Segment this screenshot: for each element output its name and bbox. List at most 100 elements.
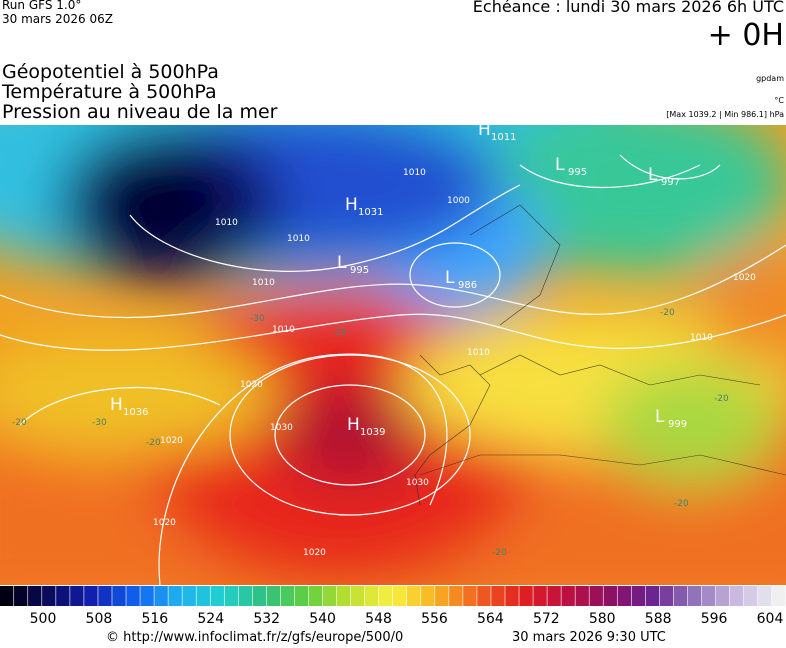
color-swatch — [168, 586, 182, 606]
color-swatch — [280, 586, 295, 606]
layer: Géopotentiel à 500hPa — [2, 61, 219, 83]
colorbar-tick-label: 556 — [421, 611, 448, 627]
color-swatch — [140, 586, 154, 606]
isobar-label: 1020 — [240, 380, 263, 390]
color-swatch — [407, 586, 421, 606]
colorbar-tick-label: 588 — [645, 611, 672, 627]
color-swatch — [294, 586, 309, 606]
color-swatch — [421, 586, 435, 606]
color-swatch — [561, 586, 575, 606]
colorbar-tick-label: 532 — [253, 611, 280, 627]
temperature-label: -20 — [146, 438, 161, 448]
color-swatch — [0, 586, 14, 606]
colorbar-tick-label: 572 — [533, 611, 560, 627]
center-value: 997 — [661, 177, 680, 188]
colorbar-tick-label: 580 — [589, 611, 616, 627]
color-swatch — [477, 586, 491, 606]
color-swatch — [463, 586, 477, 606]
center-value: 1039 — [360, 427, 385, 438]
color-swatch — [491, 586, 505, 606]
echeance: Echéance : lundi 30 mars 2026 6h UTC — [472, 0, 784, 16]
center-value: 995 — [350, 265, 369, 276]
layer: Pression au niveau de la mer — [2, 101, 278, 123]
isobar-label: 1030 — [270, 423, 293, 433]
color-swatch — [533, 586, 547, 606]
color-swatch — [98, 586, 112, 606]
color-swatch — [631, 586, 646, 606]
color-swatch — [659, 586, 674, 606]
colorbar-tick-label: 508 — [86, 611, 113, 627]
color-swatch — [154, 586, 168, 606]
offset: + 0H — [707, 18, 784, 53]
isobar-label: 1000 — [447, 196, 470, 206]
colorbar-tick-label: 604 — [757, 611, 784, 627]
center-kind: L — [655, 407, 665, 427]
isobar-label: 1020 — [303, 548, 326, 558]
unit: °C — [774, 96, 784, 105]
color-swatch — [617, 586, 632, 606]
color-swatch — [196, 586, 210, 606]
color-swatch — [687, 586, 702, 606]
isobar-label: 1010 — [272, 325, 295, 335]
color-swatch — [519, 586, 533, 606]
isobar-label: 1020 — [733, 273, 756, 283]
temperature-label: -20 — [492, 548, 507, 558]
colorbar-tick-label: 548 — [365, 611, 392, 627]
color-swatch — [589, 586, 603, 606]
center-value: 1031 — [358, 207, 383, 218]
center-value: 986 — [458, 280, 477, 291]
isobar-label: 1010 — [403, 168, 426, 178]
isobar-label: 1010 — [215, 218, 238, 228]
timestamp: 30 mars 2026 9:30 UTC — [512, 630, 666, 645]
run-date: 30 mars 2026 06Z — [2, 12, 113, 26]
isobar-label: 1020 — [153, 518, 176, 528]
color-swatch — [771, 586, 786, 606]
center-value: 1011 — [491, 132, 516, 143]
source: © http://www.infoclimat.fr/z/gfs/europe/… — [106, 630, 404, 645]
center-kind: H — [478, 125, 491, 140]
temperature-label: -30 — [92, 418, 107, 428]
run: Run GFS 1.0° — [2, 0, 82, 12]
colorbar — [0, 586, 786, 606]
color-swatch — [603, 586, 617, 606]
color-swatch — [84, 586, 98, 606]
temperature-label: -20 — [660, 308, 675, 318]
center-kind: H — [347, 415, 360, 435]
unit: gpdam — [756, 74, 784, 83]
center-kind: L — [445, 268, 455, 288]
color-swatch — [575, 586, 589, 606]
colorbar-tick-label: 524 — [197, 611, 224, 627]
center-kind: H — [110, 395, 123, 415]
color-swatch — [210, 586, 224, 606]
color-swatch — [322, 586, 337, 606]
color-swatch — [547, 586, 561, 606]
color-swatch — [715, 586, 730, 606]
color-swatch — [378, 586, 393, 606]
colorbar-tick-label: 516 — [141, 611, 168, 627]
color-swatch — [743, 586, 758, 606]
center-kind: L — [555, 155, 565, 175]
color-swatch — [126, 586, 140, 606]
layer: Température à 500hPa — [2, 81, 217, 103]
colorbar-tick-label: 540 — [309, 611, 336, 627]
temperature-label: -20 — [714, 394, 729, 404]
colorbar-tick-label: 500 — [30, 611, 57, 627]
color-swatch — [729, 586, 744, 606]
color-swatch — [505, 586, 519, 606]
color-swatch — [673, 586, 688, 606]
center-value: 1036 — [123, 407, 148, 418]
color-swatch — [252, 586, 267, 606]
isobar-label: 1030 — [406, 478, 429, 488]
center-kind: H — [345, 195, 358, 215]
color-swatch — [308, 586, 323, 606]
isobar-label: 1010 — [467, 348, 490, 358]
center-value: 999 — [668, 419, 687, 430]
isobar-label: 1010 — [287, 234, 310, 244]
color-swatch — [449, 586, 463, 606]
isobar-label: 1010 — [690, 333, 713, 343]
colorbar-tick-label: 596 — [701, 611, 728, 627]
color-swatch — [645, 586, 660, 606]
color-swatch — [42, 586, 56, 606]
